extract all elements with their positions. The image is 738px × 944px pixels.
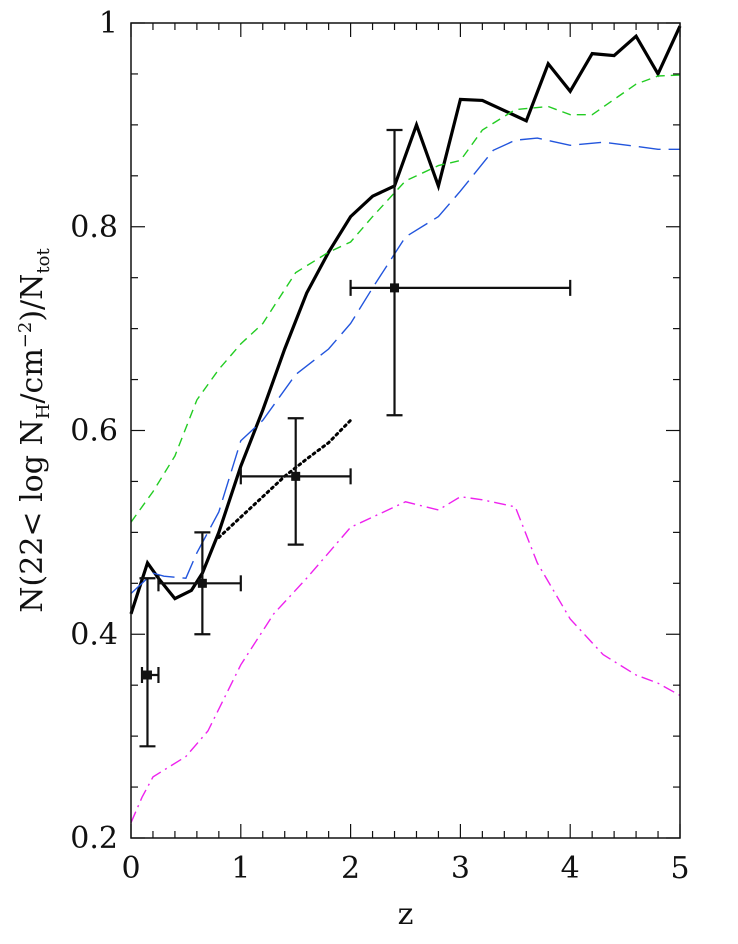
y-axis-label-suffix: )/N [15, 274, 50, 322]
y-axis-label-sub2: tot [33, 248, 54, 274]
y-axis-label: N(22< log NH/cm−2)/Ntot [15, 248, 54, 613]
series-line-dashed-long [130, 137, 680, 595]
y-tick-label: 0.4 [70, 617, 118, 652]
x-tick-label: 0 [121, 851, 140, 886]
point-marker [390, 283, 400, 293]
y-axis-label-sup: −2 [15, 322, 36, 349]
x-tick-label: 2 [341, 851, 360, 886]
y-axis-label-mid: /cm [15, 348, 50, 403]
x-tick-label: 1 [231, 851, 250, 886]
point-marker [142, 670, 152, 680]
data-points-layer [139, 128, 572, 748]
data-point-3 [239, 417, 352, 546]
point-marker [197, 578, 207, 588]
y-axis-label-sub1: H [33, 404, 54, 420]
data-point-4 [349, 128, 572, 417]
plot-frame [130, 22, 681, 839]
data-point-2 [157, 531, 242, 636]
y-axis-label-prefix: N(22< log N [15, 419, 50, 612]
x-tick-label: 3 [451, 851, 470, 886]
y-tick-label: 0.2 [70, 821, 118, 856]
series-layer [129, 25, 682, 823]
axis-ticks: 0 1 2 3 4 5 0.2 0.4 0.6 0.8 1 [70, 6, 689, 886]
point-marker [291, 471, 301, 481]
y-tick-label: 0.8 [70, 210, 118, 245]
y-tick-label: 1 [99, 6, 118, 41]
x-tick-label: 4 [561, 851, 580, 886]
x-tick-label: 5 [670, 851, 689, 886]
series-line-dash-dot [130, 495, 681, 823]
data-point-1 [139, 577, 160, 748]
series-line-dotted [217, 418, 353, 539]
series-line-solid-thick [129, 25, 682, 615]
y-tick-label: 0.6 [70, 414, 118, 449]
x-axis-label: z [398, 897, 414, 932]
